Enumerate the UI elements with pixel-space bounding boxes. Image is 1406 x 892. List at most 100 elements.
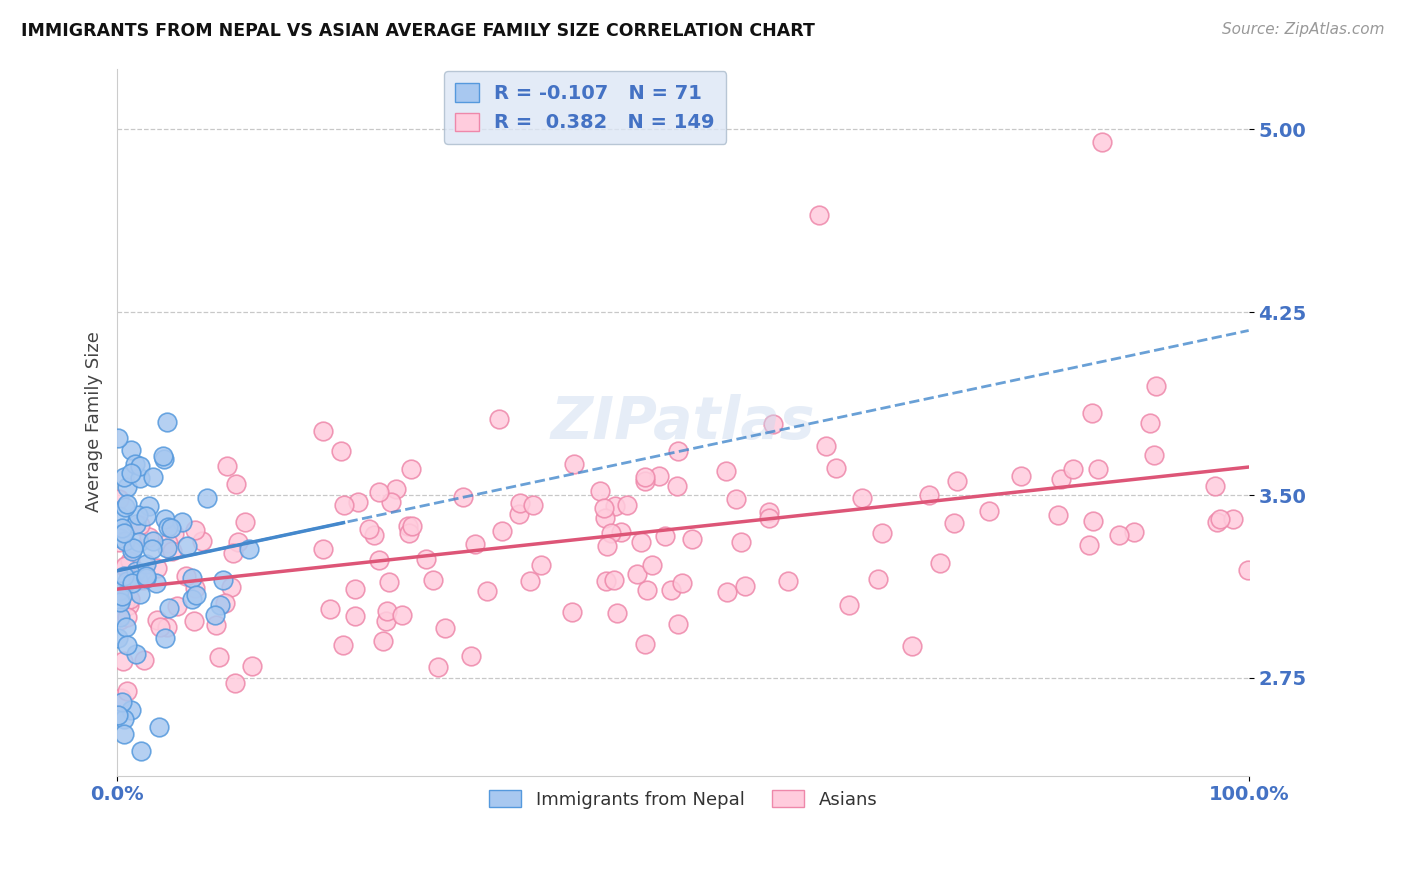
Point xyxy=(129,587,152,601)
Point xyxy=(1047,508,1070,522)
Point xyxy=(359,522,381,536)
Point xyxy=(128,458,150,473)
Point xyxy=(128,534,150,549)
Point xyxy=(110,691,132,706)
Point xyxy=(616,498,638,512)
Point xyxy=(415,552,437,566)
Point xyxy=(108,535,131,549)
Point xyxy=(665,479,688,493)
Text: ZIPatlas: ZIPatlas xyxy=(551,393,815,450)
Point xyxy=(108,595,131,609)
Point xyxy=(138,530,160,544)
Point xyxy=(156,536,179,550)
Point xyxy=(318,601,340,615)
Point xyxy=(148,720,170,734)
Point xyxy=(142,470,165,484)
Point xyxy=(603,573,626,587)
Point xyxy=(152,449,174,463)
Point xyxy=(475,583,498,598)
Point xyxy=(118,592,141,607)
Point xyxy=(530,558,553,573)
Point xyxy=(117,599,139,613)
Point xyxy=(1123,524,1146,539)
Point xyxy=(138,499,160,513)
Point xyxy=(401,518,423,533)
Point xyxy=(562,457,585,471)
Point xyxy=(725,492,748,507)
Point xyxy=(127,508,149,522)
Point xyxy=(606,606,628,620)
Point xyxy=(312,425,335,439)
Point xyxy=(807,208,830,222)
Point xyxy=(156,619,179,633)
Point xyxy=(184,581,207,595)
Point xyxy=(111,521,134,535)
Point xyxy=(112,526,135,541)
Point xyxy=(734,579,756,593)
Point xyxy=(153,512,176,526)
Point xyxy=(191,534,214,549)
Point xyxy=(181,571,204,585)
Point xyxy=(333,498,356,512)
Text: Source: ZipAtlas.com: Source: ZipAtlas.com xyxy=(1222,22,1385,37)
Point xyxy=(588,483,610,498)
Point xyxy=(225,477,247,491)
Point xyxy=(945,474,967,488)
Legend: Immigrants from Nepal, Asians: Immigrants from Nepal, Asians xyxy=(481,782,884,816)
Point xyxy=(135,558,157,572)
Point xyxy=(108,609,131,624)
Point xyxy=(114,500,136,515)
Point xyxy=(901,639,924,653)
Point xyxy=(391,608,413,623)
Point xyxy=(363,527,385,541)
Point xyxy=(596,539,619,553)
Point xyxy=(508,508,530,522)
Point xyxy=(221,546,243,560)
Point xyxy=(135,571,157,585)
Point xyxy=(396,518,419,533)
Point xyxy=(134,653,156,667)
Point xyxy=(121,576,143,591)
Point xyxy=(183,614,205,628)
Point xyxy=(464,537,486,551)
Point xyxy=(1081,514,1104,528)
Point xyxy=(634,470,657,484)
Point xyxy=(145,576,167,591)
Point xyxy=(107,631,129,645)
Point xyxy=(979,504,1001,518)
Point xyxy=(107,707,129,722)
Point xyxy=(626,566,648,581)
Point xyxy=(125,565,148,579)
Point xyxy=(1209,512,1232,526)
Point xyxy=(111,589,134,603)
Point xyxy=(347,494,370,508)
Point xyxy=(186,588,208,602)
Point xyxy=(135,508,157,523)
Point xyxy=(593,510,616,524)
Point xyxy=(943,516,966,530)
Point xyxy=(120,703,142,717)
Point xyxy=(238,542,260,557)
Point xyxy=(561,605,583,619)
Point xyxy=(149,620,172,634)
Point xyxy=(112,727,135,741)
Point xyxy=(1237,563,1260,577)
Point xyxy=(115,610,138,624)
Point xyxy=(488,412,510,426)
Point xyxy=(166,599,188,613)
Point xyxy=(204,607,226,622)
Point xyxy=(160,520,183,534)
Point xyxy=(107,431,129,445)
Point xyxy=(868,572,890,586)
Point xyxy=(654,529,676,543)
Point xyxy=(170,516,193,530)
Point xyxy=(111,654,134,668)
Point xyxy=(380,495,402,509)
Point xyxy=(115,574,138,588)
Point xyxy=(776,574,799,589)
Point xyxy=(156,541,179,556)
Point xyxy=(1062,462,1084,476)
Point xyxy=(215,458,238,473)
Point xyxy=(519,574,541,588)
Point xyxy=(367,552,389,566)
